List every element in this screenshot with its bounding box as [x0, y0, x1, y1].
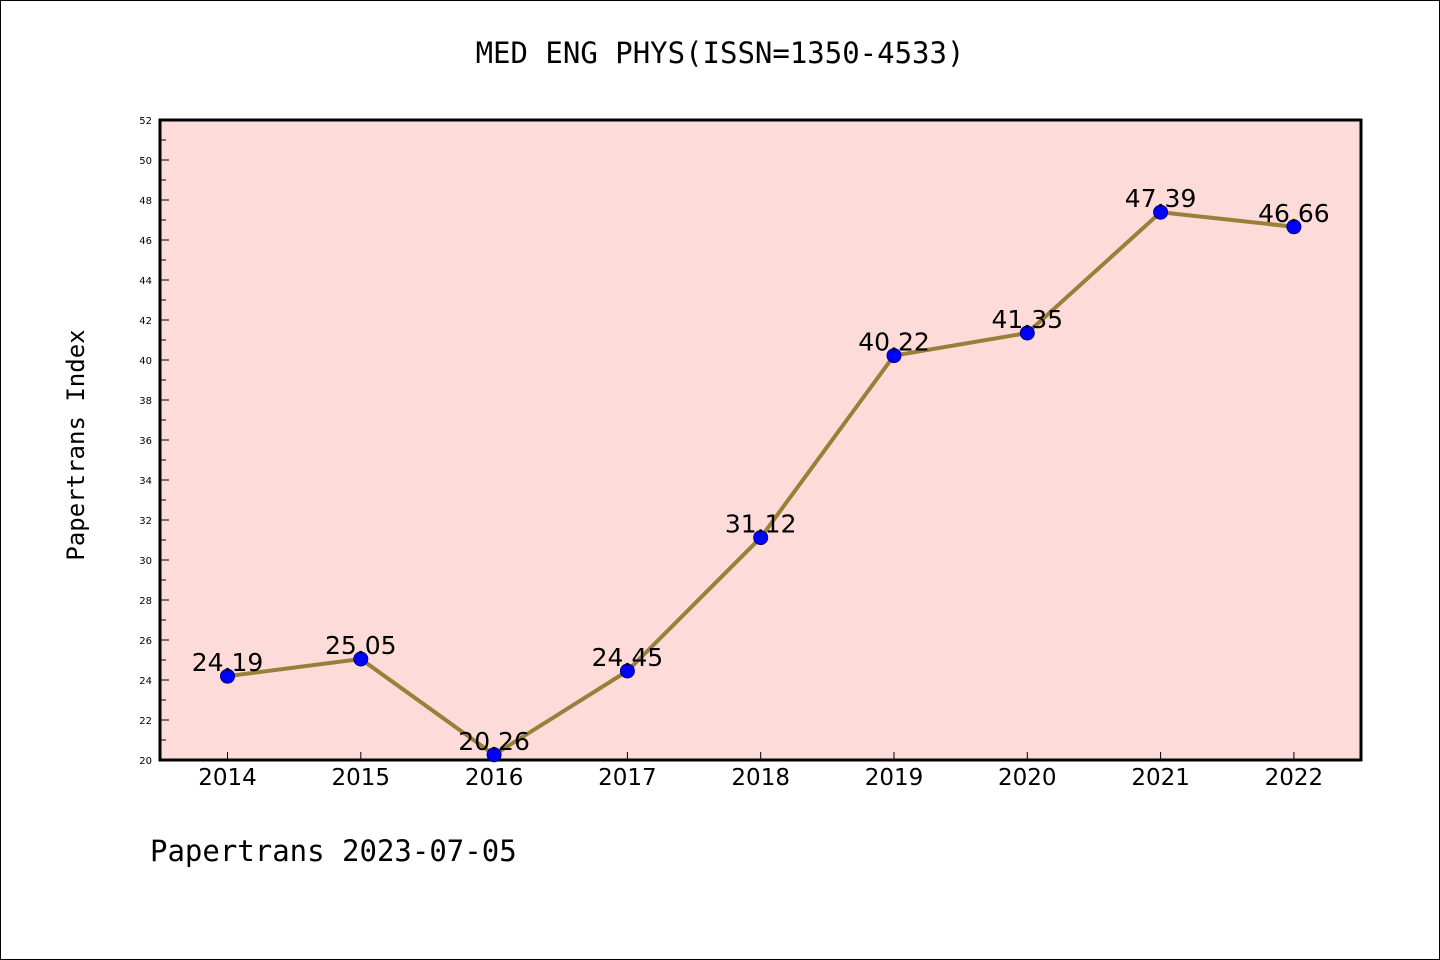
- data-label: 25.05: [325, 631, 397, 660]
- x-tick-label: 2017: [598, 765, 657, 791]
- y-tick-label: 24: [139, 676, 152, 687]
- x-tick-label: 2016: [465, 765, 524, 791]
- y-tick-label: 48: [139, 196, 152, 207]
- y-tick-label: 38: [139, 396, 152, 407]
- data-label: 40.22: [858, 328, 930, 357]
- x-tick-label: 2018: [731, 765, 790, 791]
- data-point: [1019, 325, 1035, 341]
- y-tick-label: 22: [139, 716, 152, 727]
- data-label: 24.45: [592, 643, 664, 672]
- data-label: 20.26: [458, 727, 530, 756]
- x-tick-label: 2021: [1131, 765, 1190, 791]
- y-tick-label: 32: [139, 516, 152, 527]
- data-point: [353, 651, 369, 667]
- data-label: 41.35: [992, 305, 1064, 334]
- data-label: 47.39: [1125, 184, 1197, 213]
- plot-frame: [158, 118, 1363, 762]
- chart-title: MED ENG PHYS(ISSN=1350-4533): [475, 36, 965, 70]
- data-point: [220, 668, 235, 684]
- x-tick-label: 2015: [332, 765, 391, 791]
- y-tick-label: 40: [139, 356, 152, 367]
- data-label: 46.66: [1258, 199, 1330, 228]
- y-tick-label: 28: [139, 596, 152, 607]
- data-label: 24.19: [192, 648, 264, 677]
- y-tick-label: 52: [139, 116, 152, 127]
- y-tick-label: 44: [139, 276, 152, 287]
- data-point: [753, 530, 769, 546]
- data-point: [1286, 219, 1302, 235]
- y-tick-label: 46: [139, 236, 152, 247]
- y-tick-label: 30: [139, 556, 152, 567]
- y-tick-label: 34: [139, 476, 152, 487]
- data-point: [1153, 204, 1169, 220]
- data-point: [886, 348, 902, 364]
- x-tick-label: 2014: [198, 765, 257, 791]
- y-tick-label: 26: [139, 636, 152, 647]
- x-tick-label: 2019: [865, 765, 924, 791]
- x-tick-label: 2022: [1265, 765, 1324, 791]
- data-point: [619, 663, 635, 679]
- y-tick-label: 36: [139, 436, 152, 447]
- footer-text: Papertrans 2023-07-05: [150, 834, 517, 868]
- y-tick-label: 20: [139, 756, 152, 767]
- x-tick-label: 2020: [998, 765, 1057, 791]
- y-tick-label: 42: [139, 316, 152, 327]
- data-label: 31.12: [725, 510, 797, 539]
- y-tick-label: 50: [139, 156, 152, 167]
- data-point: [486, 747, 502, 763]
